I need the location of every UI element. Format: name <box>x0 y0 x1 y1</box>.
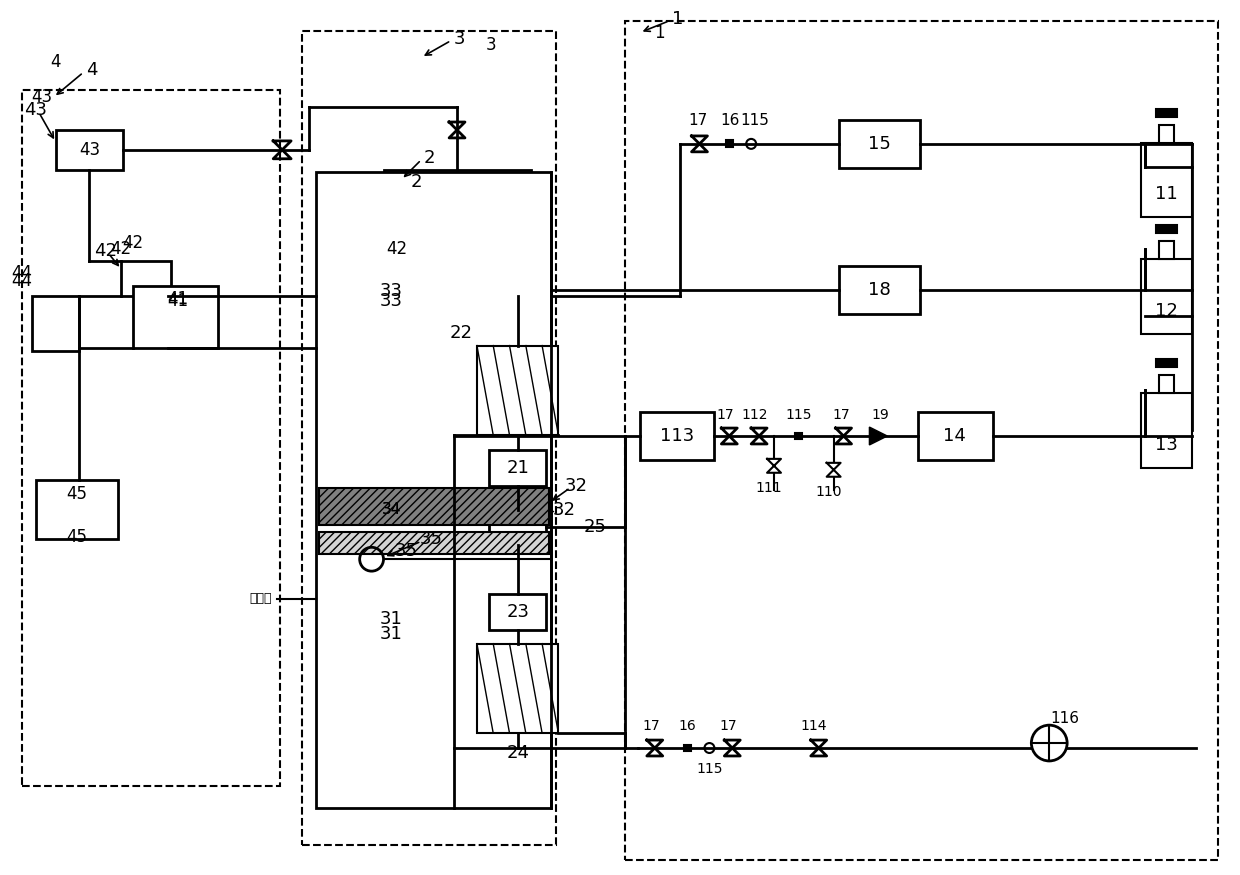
Bar <box>1156 360 1178 368</box>
Text: 22: 22 <box>450 324 472 341</box>
Text: 35: 35 <box>419 530 443 549</box>
Text: 31: 31 <box>379 625 403 643</box>
Bar <box>489 509 547 545</box>
Bar <box>1141 259 1193 333</box>
Text: 17: 17 <box>642 719 660 733</box>
Bar <box>477 346 558 435</box>
Text: 112: 112 <box>742 408 769 422</box>
Text: 16: 16 <box>678 719 697 733</box>
Text: 32: 32 <box>564 477 588 494</box>
Bar <box>489 594 547 630</box>
Text: 42: 42 <box>94 242 117 260</box>
Text: 25: 25 <box>584 518 606 536</box>
Text: 17: 17 <box>833 408 851 422</box>
Text: 13: 13 <box>1156 436 1178 454</box>
Text: 1: 1 <box>655 24 665 42</box>
Bar <box>133 286 217 347</box>
Bar <box>1158 375 1174 393</box>
Text: 21: 21 <box>506 458 529 477</box>
Bar <box>1141 143 1193 217</box>
Text: 17: 17 <box>717 408 734 422</box>
Text: 34: 34 <box>382 502 402 517</box>
Bar <box>1141 393 1193 468</box>
Text: 3: 3 <box>486 36 496 53</box>
Text: 35: 35 <box>394 542 418 560</box>
Text: 18: 18 <box>868 281 890 299</box>
Text: 15: 15 <box>868 135 890 153</box>
Bar <box>319 532 549 554</box>
Text: 34: 34 <box>382 502 402 517</box>
Text: 热电偶: 热电偶 <box>249 592 273 605</box>
Text: 116: 116 <box>1050 710 1080 725</box>
Text: 44: 44 <box>11 264 32 282</box>
Bar <box>477 644 558 733</box>
Bar <box>383 170 531 756</box>
Bar <box>319 487 549 526</box>
Text: 1: 1 <box>672 10 683 28</box>
Text: 113: 113 <box>660 427 693 445</box>
Bar <box>122 261 171 296</box>
Text: 3: 3 <box>454 30 465 47</box>
Text: 17: 17 <box>719 719 737 733</box>
Text: 43: 43 <box>25 102 47 119</box>
Text: 17: 17 <box>688 113 707 128</box>
Text: 110: 110 <box>816 485 842 499</box>
Text: 32: 32 <box>553 500 575 519</box>
Bar <box>625 21 1218 860</box>
Text: 41: 41 <box>167 292 188 310</box>
Bar <box>725 140 733 147</box>
Text: 2: 2 <box>424 149 435 167</box>
Text: 4: 4 <box>51 53 61 72</box>
Bar <box>36 480 118 539</box>
Bar <box>22 90 280 786</box>
Bar <box>684 745 691 752</box>
Bar <box>1158 125 1174 143</box>
Bar <box>1158 242 1174 259</box>
Text: 42: 42 <box>386 241 407 258</box>
Text: 2: 2 <box>410 172 422 191</box>
Bar <box>316 172 552 808</box>
Text: 44: 44 <box>11 272 32 290</box>
Text: 19: 19 <box>872 408 889 422</box>
Bar <box>303 31 557 845</box>
Polygon shape <box>869 427 888 445</box>
Text: 42: 42 <box>110 241 131 258</box>
Bar <box>838 120 920 168</box>
Text: 43: 43 <box>79 141 100 159</box>
Text: 11: 11 <box>1156 185 1178 202</box>
Text: 12: 12 <box>1156 302 1178 319</box>
Text: 42: 42 <box>123 234 144 252</box>
Bar <box>918 412 992 460</box>
Text: 115: 115 <box>786 408 812 422</box>
Text: 45: 45 <box>66 528 87 546</box>
Text: 24: 24 <box>506 744 529 762</box>
Text: 16: 16 <box>720 113 740 128</box>
Text: 115: 115 <box>740 113 770 128</box>
Bar <box>1156 226 1178 234</box>
Text: 114: 114 <box>801 719 827 733</box>
Text: 31: 31 <box>379 610 403 628</box>
Text: 41: 41 <box>167 290 188 308</box>
Text: 33: 33 <box>379 292 403 310</box>
Text: 23: 23 <box>506 603 529 621</box>
Text: 43: 43 <box>31 88 52 106</box>
Bar <box>56 130 123 170</box>
Text: 45: 45 <box>66 485 87 502</box>
Text: 111: 111 <box>755 480 782 494</box>
Bar <box>489 450 547 486</box>
Text: 115: 115 <box>696 762 723 776</box>
Bar <box>32 296 79 351</box>
Text: 14: 14 <box>944 427 966 445</box>
Text: 4: 4 <box>86 61 97 80</box>
Bar <box>838 266 920 314</box>
Bar <box>1156 109 1178 117</box>
Bar <box>795 432 802 439</box>
Text: 33: 33 <box>379 282 403 300</box>
Bar <box>640 412 714 460</box>
